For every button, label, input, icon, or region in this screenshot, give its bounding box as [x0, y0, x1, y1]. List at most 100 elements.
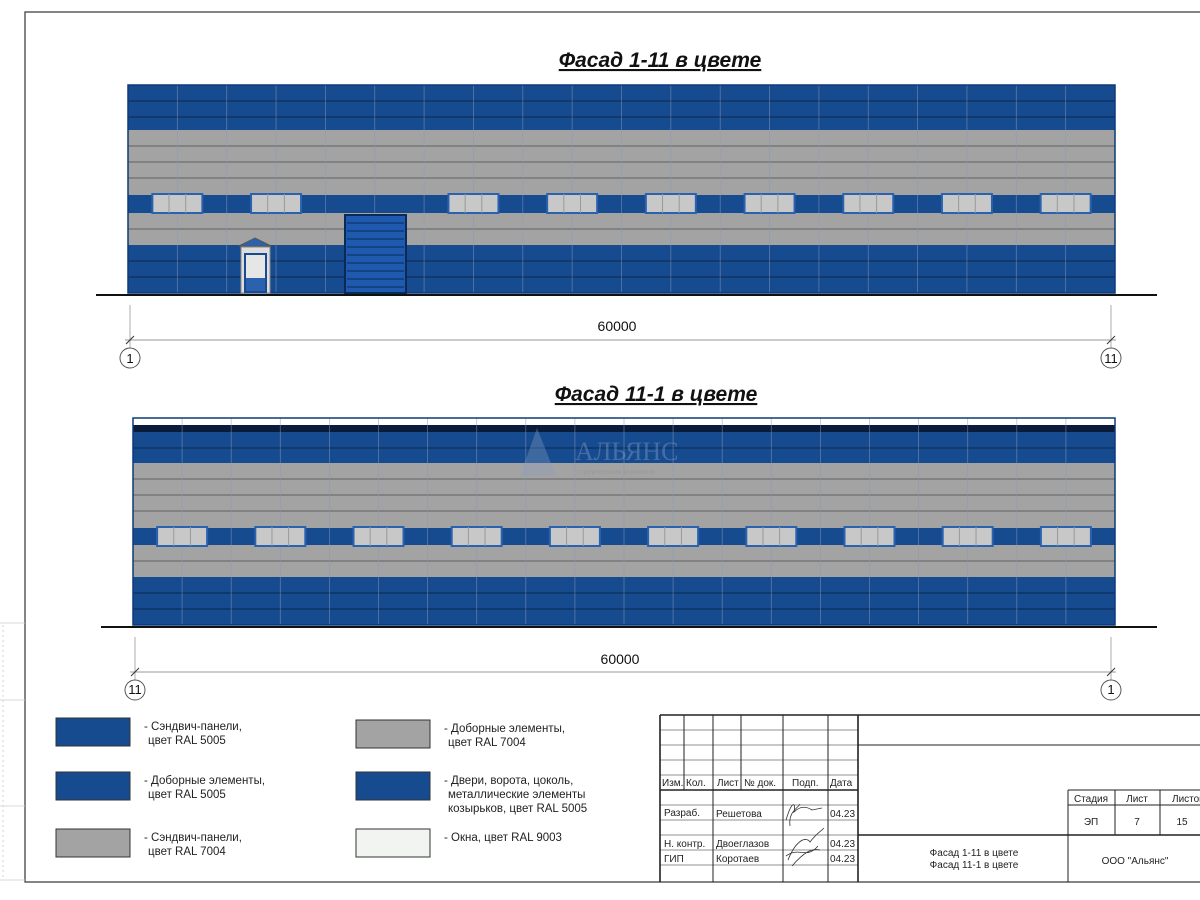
legend-swatch [355, 719, 431, 749]
legend-label: цвет RAL 5005 [148, 789, 226, 801]
header-doc: № док. [744, 778, 776, 789]
legend-label: - Двери, ворота, цоколь, [444, 775, 573, 787]
sheet-frame [24, 11, 1200, 883]
watermark-logo: АЛЬЯНС строительная компания [520, 428, 678, 476]
legend-swatch [355, 828, 431, 858]
axis-bubble [1100, 347, 1122, 369]
legend-item: - Доборные элементы, цвет RAL 5005 [55, 771, 265, 801]
facade-1-dimension: 60000 [598, 318, 637, 334]
color-legend: - Сэндвич-панели,цвет RAL 5005- Доборные… [55, 717, 587, 858]
name-developer: Решетова [716, 809, 762, 820]
legend-swatch [55, 771, 131, 801]
name-chief-engineer: Коротаев [716, 854, 759, 865]
legend-label: цвет RAL 7004 [148, 846, 226, 858]
dimension-tick [1106, 335, 1116, 345]
window-frame [254, 526, 307, 547]
window-frame [843, 526, 896, 547]
window [743, 193, 796, 214]
window [842, 193, 895, 214]
stage-value: ЭП [1084, 817, 1098, 828]
window [546, 193, 599, 214]
sheet-label: Лист [1126, 794, 1148, 805]
legend-item: - Сэндвич-панели, цвет RAL 5005 [55, 717, 242, 747]
window [941, 526, 994, 547]
legend-swatch [355, 771, 431, 801]
legend-label: цвет RAL 5005 [148, 735, 226, 747]
legend-item: - Доборные элементы, цвет RAL 7004 [355, 719, 565, 749]
drawing-title-2: Фасад 11-1 в цвете [930, 860, 1019, 871]
axis-bubble [124, 679, 146, 701]
drawing-title-1: Фасад 1-11 в цвете [930, 848, 1019, 859]
window-frame [842, 193, 895, 214]
window-frame [940, 193, 993, 214]
window [447, 193, 500, 214]
window [843, 526, 896, 547]
title-block [659, 714, 1200, 882]
window-frame [250, 193, 303, 214]
signature-developer [785, 803, 823, 827]
window [940, 193, 993, 214]
window [548, 526, 601, 547]
axis-bubble [1100, 679, 1122, 701]
sheets-label: Листов [1172, 794, 1200, 805]
window-frame [941, 526, 994, 547]
signature-norm-control [785, 827, 825, 867]
role-developer: Разраб. [664, 807, 700, 819]
facade-11-1-elevation [101, 417, 1157, 701]
window-frame [647, 526, 700, 547]
legend-label: козырьков, цвет RAL 5005 [448, 803, 587, 815]
window-frame [1039, 526, 1092, 547]
sectional-gate [344, 214, 407, 294]
window-frame [151, 193, 204, 214]
svg-text:АЛЬЯНС: АЛЬЯНС [575, 437, 678, 466]
window-frame [447, 193, 500, 214]
header-list: Лист [717, 778, 739, 789]
dimension-tick [1106, 667, 1116, 677]
legend-label: - Сэндвич-панели, [144, 832, 242, 844]
window-frame [156, 526, 209, 547]
facade-outline [127, 84, 1116, 294]
legend-swatch [55, 828, 131, 858]
stage-label: Стадия [1074, 794, 1108, 805]
facade-2-axis-right: 1 [1107, 682, 1114, 697]
window [450, 526, 503, 547]
date-norm-control: 04.23 [830, 839, 855, 850]
window [250, 193, 303, 214]
facade-2-title: Фасад 11-1 в цвете [555, 383, 758, 406]
legend-label: - Окна, цвет RAL 9003 [444, 832, 562, 844]
title-block-text: Изм. Кол. Лист № док. Подп. Дата Разраб.… [662, 778, 1200, 871]
door-canopy [238, 237, 272, 247]
date-developer: 04.23 [830, 809, 855, 820]
dimension-tick [130, 667, 140, 677]
legend-item: - Окна, цвет RAL 9003 [355, 828, 562, 858]
legend-swatch [55, 717, 131, 747]
header-izm: Изм. [662, 778, 683, 789]
facade-outline [132, 417, 1116, 626]
window [644, 193, 697, 214]
window [254, 526, 307, 547]
window [745, 526, 798, 547]
window [1039, 526, 1092, 547]
axis-bubble [119, 347, 141, 369]
legend-label: цвет RAL 7004 [448, 737, 526, 749]
window [647, 526, 700, 547]
gate-frame [344, 214, 407, 294]
window [151, 193, 204, 214]
company-name: ООО "Альянс" [1102, 856, 1169, 867]
window [1039, 193, 1092, 214]
svg-text:строительная компания: строительная компания [577, 469, 655, 476]
window [156, 526, 209, 547]
window-frame [644, 193, 697, 214]
binding-strip [0, 622, 25, 881]
sheets-value: 15 [1176, 817, 1188, 828]
window-frame [352, 526, 405, 547]
header-sign: Подп. [792, 778, 819, 789]
window-frame [743, 193, 796, 214]
legend-label: - Доборные элементы, [144, 775, 265, 787]
role-chief-engineer: ГИП [664, 854, 684, 865]
facade-1-11-elevation [96, 84, 1157, 369]
legend-label: - Сэндвич-панели, [144, 721, 242, 733]
name-norm-control: Двоеглазов [716, 839, 769, 850]
legend-label: - Доборные элементы, [444, 723, 565, 735]
